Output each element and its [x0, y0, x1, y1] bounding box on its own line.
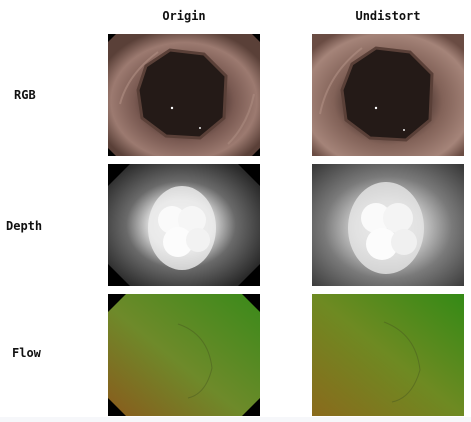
- depth-origin-image: [108, 164, 260, 286]
- column-title-undistort: Undistort: [355, 9, 421, 23]
- column-title-origin: Origin: [162, 9, 206, 23]
- row-label-rgb: RGB: [14, 88, 36, 102]
- rgb-undistort-image: [312, 34, 464, 156]
- flow-origin-image: [108, 294, 260, 416]
- rgb-origin-image: [108, 34, 260, 156]
- row-label-depth: Depth: [6, 219, 43, 233]
- flow-undistort-image: [312, 294, 464, 416]
- bottom-strip: [0, 417, 471, 422]
- depth-undistort-image: [312, 164, 464, 286]
- row-label-flow: Flow: [12, 346, 41, 360]
